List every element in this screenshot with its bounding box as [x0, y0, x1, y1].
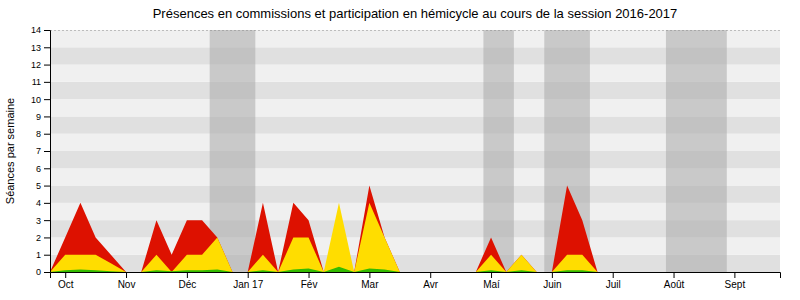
x-tick-label: Nov [118, 279, 136, 290]
y-tick-mark [44, 134, 50, 135]
x-tick-mark [674, 272, 675, 278]
x-tick-mark [491, 272, 492, 278]
x-tick-label: Avr [423, 279, 438, 290]
y-tick-mark [44, 82, 50, 83]
chart: Oct Nov Déc Jan 17 Fév Mar Avr Maí Juin Juil Août S… [0, 0, 800, 300]
x-tick: Oct [58, 272, 74, 290]
y-tick: 2 [36, 233, 50, 243]
x-tick-mark [734, 272, 735, 278]
shade-region [666, 30, 727, 272]
y-tick-mark [44, 255, 50, 256]
y-tick: 9 [36, 112, 50, 122]
x-tick-label: Mar [361, 279, 379, 290]
y-tick-label: 10 [31, 95, 41, 105]
shade-region [483, 30, 513, 272]
y-tick: 8 [36, 129, 50, 139]
y-tick-mark [44, 116, 50, 117]
y-tick-mark [44, 168, 50, 169]
y-tick: 0 [36, 267, 50, 277]
y-tick-mark [44, 272, 50, 273]
x-tick-label: Juin [543, 279, 561, 290]
y-tick-label: 13 [31, 43, 41, 53]
y-tick: 14 [31, 25, 50, 35]
y-tick: 7 [36, 146, 50, 156]
x-tick-mark [126, 272, 127, 278]
marks [50, 30, 780, 272]
x-tick: Déc [178, 272, 196, 290]
y-tick-label: 3 [36, 216, 41, 226]
y-tick: 10 [31, 95, 50, 105]
y-tick-label: 2 [36, 233, 41, 243]
y-tick: 5 [36, 181, 50, 191]
x-tick: Avr [423, 272, 438, 290]
shade-region [210, 30, 256, 272]
y-tick-mark [44, 220, 50, 221]
x-tick: Maí [483, 272, 500, 290]
plot-area: Oct Nov Déc Jan 17 Fév Mar Avr Maí Juin Juil Août S… [31, 25, 781, 290]
y-tick-mark [44, 151, 50, 152]
y-tick-mark [44, 30, 50, 31]
title: Présences en commissions et participatio… [153, 6, 678, 21]
y-tick: 3 [36, 216, 50, 226]
x-tick: Mar [361, 272, 379, 290]
y-tick-label: 4 [36, 198, 41, 208]
x-tick-label: Fév [301, 279, 318, 290]
y-tick: 13 [31, 43, 50, 53]
x-tick: Jan 17 [233, 272, 263, 290]
area [50, 267, 765, 272]
y-tick-label: 8 [36, 129, 41, 139]
y-axis: 01234567891011121314 [31, 25, 51, 277]
x-tick-mark [309, 272, 310, 278]
x-tick-mark [187, 272, 188, 278]
y-tick: 4 [36, 198, 50, 208]
x-tick-mark [552, 272, 553, 278]
x-tick-mark [369, 272, 370, 278]
x-tick: Fév [301, 272, 318, 290]
y-tick-mark [44, 47, 50, 48]
y-tick: 6 [36, 164, 50, 174]
x-tick: Sept [725, 272, 746, 290]
x-tick-label: Jan 17 [233, 279, 263, 290]
y-axis-line [44, 31, 51, 273]
y-tick: 1 [36, 250, 50, 260]
x-axis: Oct Nov Déc Jan 17 Fév Mar Avr Maí Juin Juil Août S… [51, 272, 781, 290]
x-tick: Juil [606, 272, 621, 290]
y-tick-label: 12 [31, 60, 41, 70]
y-tick: 11 [32, 77, 50, 87]
x-tick: Août [664, 272, 685, 290]
x-tick-label: Juil [606, 279, 621, 290]
area [50, 186, 765, 272]
y-tick-mark [44, 237, 50, 238]
y-label: Séances par semaine [4, 98, 16, 204]
x-tick-mark [248, 272, 249, 278]
x-tick-mark [65, 272, 66, 278]
x-tick-mark [430, 272, 431, 278]
x-tick-label: Maí [483, 279, 500, 290]
y-tick-mark [44, 99, 50, 100]
x-tick-label: Août [664, 279, 685, 290]
y-tick-label: 6 [36, 164, 41, 174]
x-tick-label: Déc [178, 279, 196, 290]
y-tick-label: 5 [36, 181, 41, 191]
x-axis-line [51, 273, 781, 279]
x-tick-mark [613, 272, 614, 278]
y-tick-label: 9 [36, 112, 41, 122]
area [50, 203, 765, 272]
x-tick: Juin [543, 272, 561, 290]
top-line [50, 30, 780, 31]
y-tick-mark [44, 203, 50, 204]
y-tick-label: 0 [36, 267, 41, 277]
x-tick: Nov [118, 272, 136, 290]
y-tick-mark [44, 186, 50, 187]
y-tick-label: 1 [36, 250, 41, 260]
x-tick-label: Oct [58, 279, 74, 290]
y-tick-label: 7 [36, 146, 41, 156]
y-tick: 12 [31, 60, 50, 70]
y-tick-mark [44, 65, 50, 66]
x-tick-label: Sept [725, 279, 746, 290]
y-tick-label: 11 [32, 77, 41, 87]
y-tick-label: 14 [31, 25, 41, 35]
